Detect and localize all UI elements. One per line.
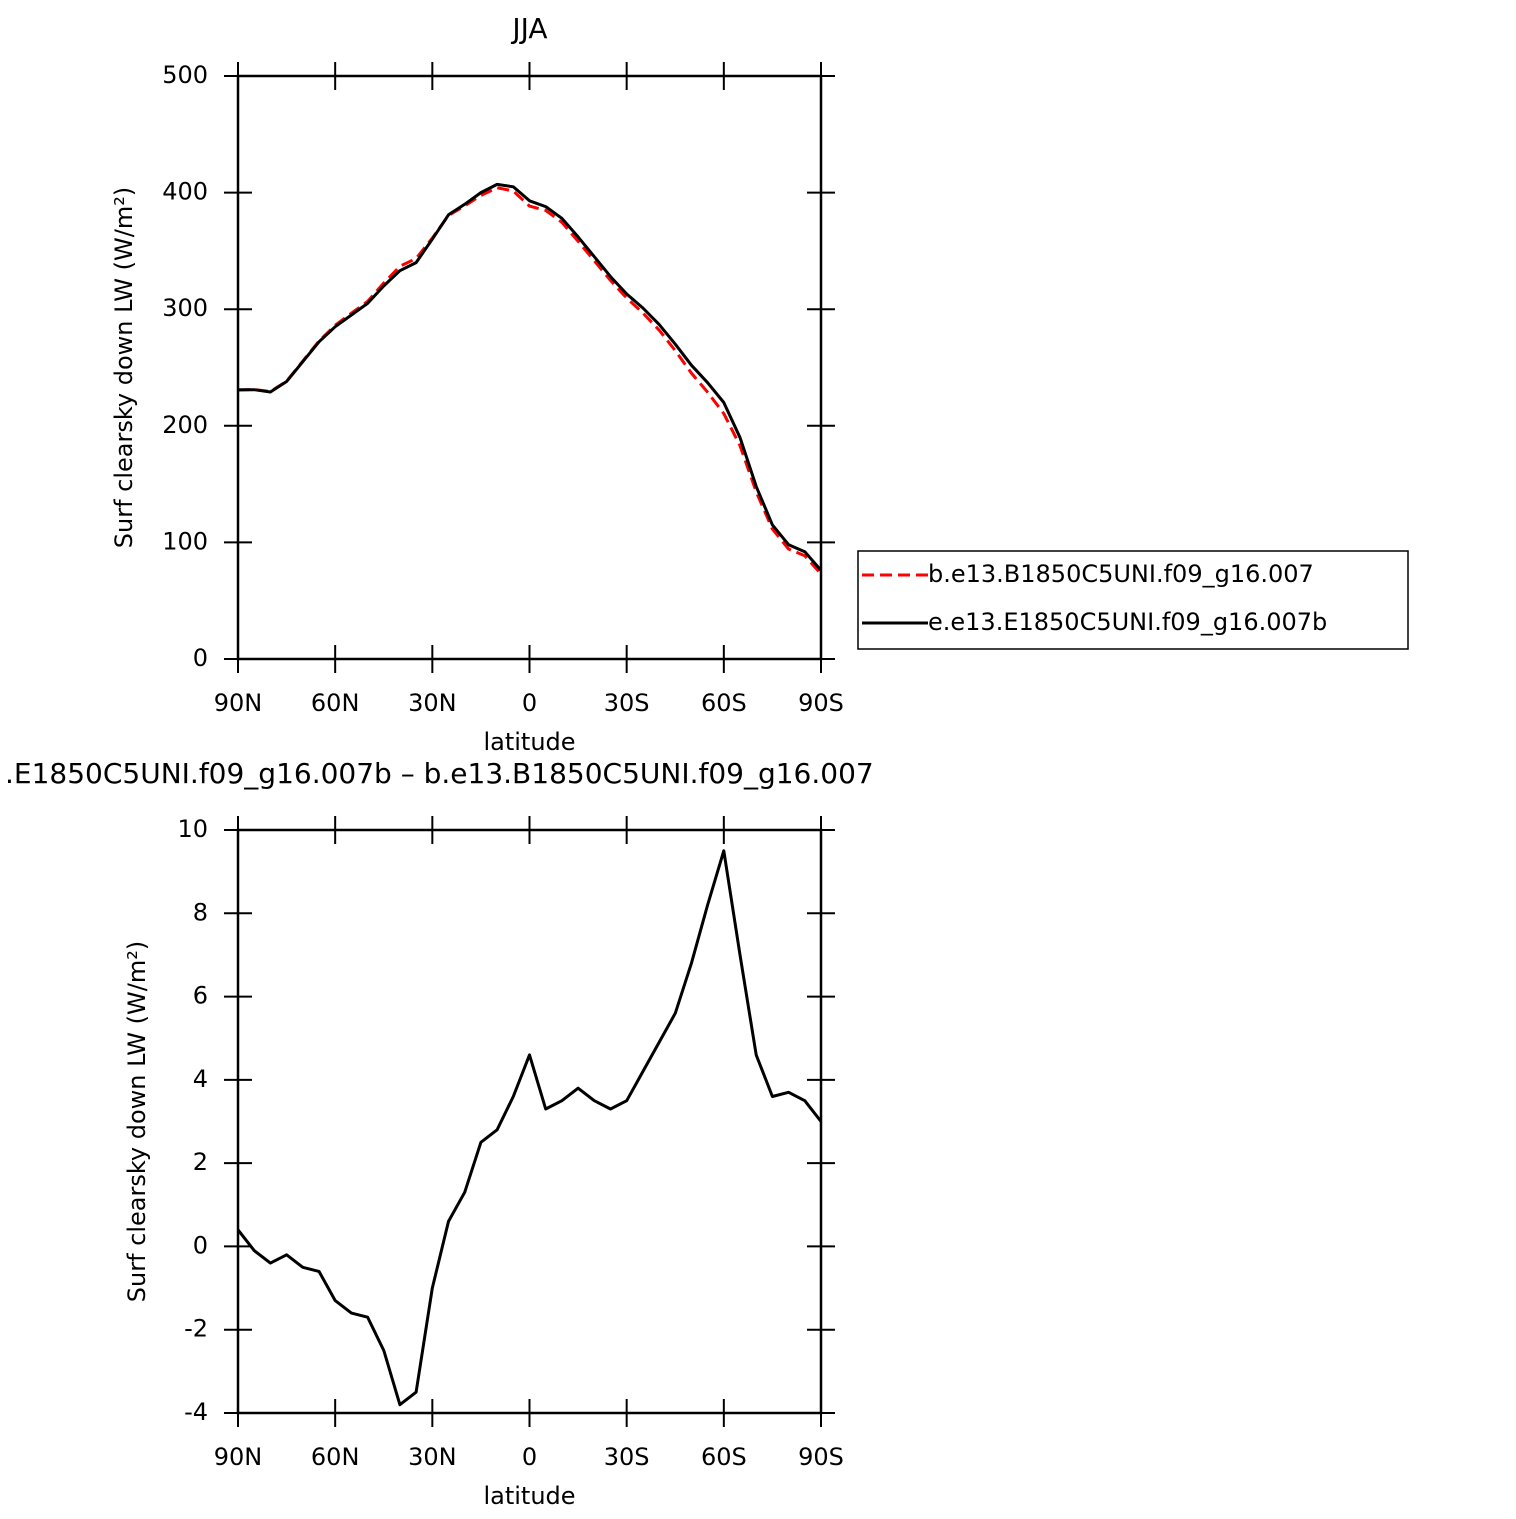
y-tick-label: 100	[162, 527, 208, 555]
data-line	[237, 186, 823, 575]
y-tick-label: 500	[162, 61, 208, 89]
y-tick-label: 4	[193, 1065, 208, 1093]
legend-box	[857, 550, 1409, 650]
x-tick-label: 0	[522, 689, 537, 717]
y-tick-label: -4	[184, 1398, 208, 1426]
y-tick-label: 0	[193, 1231, 208, 1259]
chart-title: JJA	[510, 12, 547, 45]
data-line	[236, 849, 823, 1407]
x-tick-label: 90S	[798, 1443, 844, 1471]
y-axis-label: Surf clearsky down LW (W/m²)	[123, 941, 151, 1302]
x-tick-label: 30N	[408, 1443, 457, 1471]
x-tick-label: 60S	[701, 689, 747, 717]
legend-label: e.e13.E1850C5UNI.f09_g16.007b	[928, 608, 1327, 636]
y-tick-label: 10	[177, 815, 208, 843]
x-tick-label: 60N	[311, 1443, 360, 1471]
y-tick-label: -2	[184, 1315, 208, 1343]
y-tick-label: 8	[193, 898, 208, 926]
x-tick-label: 90N	[214, 689, 263, 717]
x-axis-label: latitude	[483, 1482, 575, 1510]
y-tick-label: 2	[193, 1148, 208, 1176]
x-tick-label: 30S	[604, 1443, 650, 1471]
x-tick-label: 30N	[408, 689, 457, 717]
x-tick-label: 60N	[311, 689, 360, 717]
y-tick-label: 200	[162, 411, 208, 439]
legend-label: b.e13.B1850C5UNI.f09_g16.007	[928, 560, 1314, 588]
y-tick-label: 300	[162, 294, 208, 322]
y-tick-label: 0	[193, 644, 208, 672]
x-axis-label: latitude	[483, 728, 575, 756]
x-tick-label: 60S	[701, 1443, 747, 1471]
x-tick-label: 30S	[604, 689, 650, 717]
x-tick-label: 90N	[214, 1443, 263, 1471]
plot-frame	[236, 74, 823, 661]
y-axis-label: Surf clearsky down LW (W/m²)	[110, 187, 138, 548]
chart-title: .E1850C5UNI.f09_g16.007b – b.e13.B1850C5…	[5, 757, 874, 790]
x-tick-label: 0	[522, 1443, 537, 1471]
y-tick-label: 400	[162, 178, 208, 206]
data-line	[238, 182, 823, 572]
plot-frame	[236, 828, 823, 1415]
y-tick-label: 6	[193, 982, 208, 1010]
x-tick-label: 90S	[798, 689, 844, 717]
